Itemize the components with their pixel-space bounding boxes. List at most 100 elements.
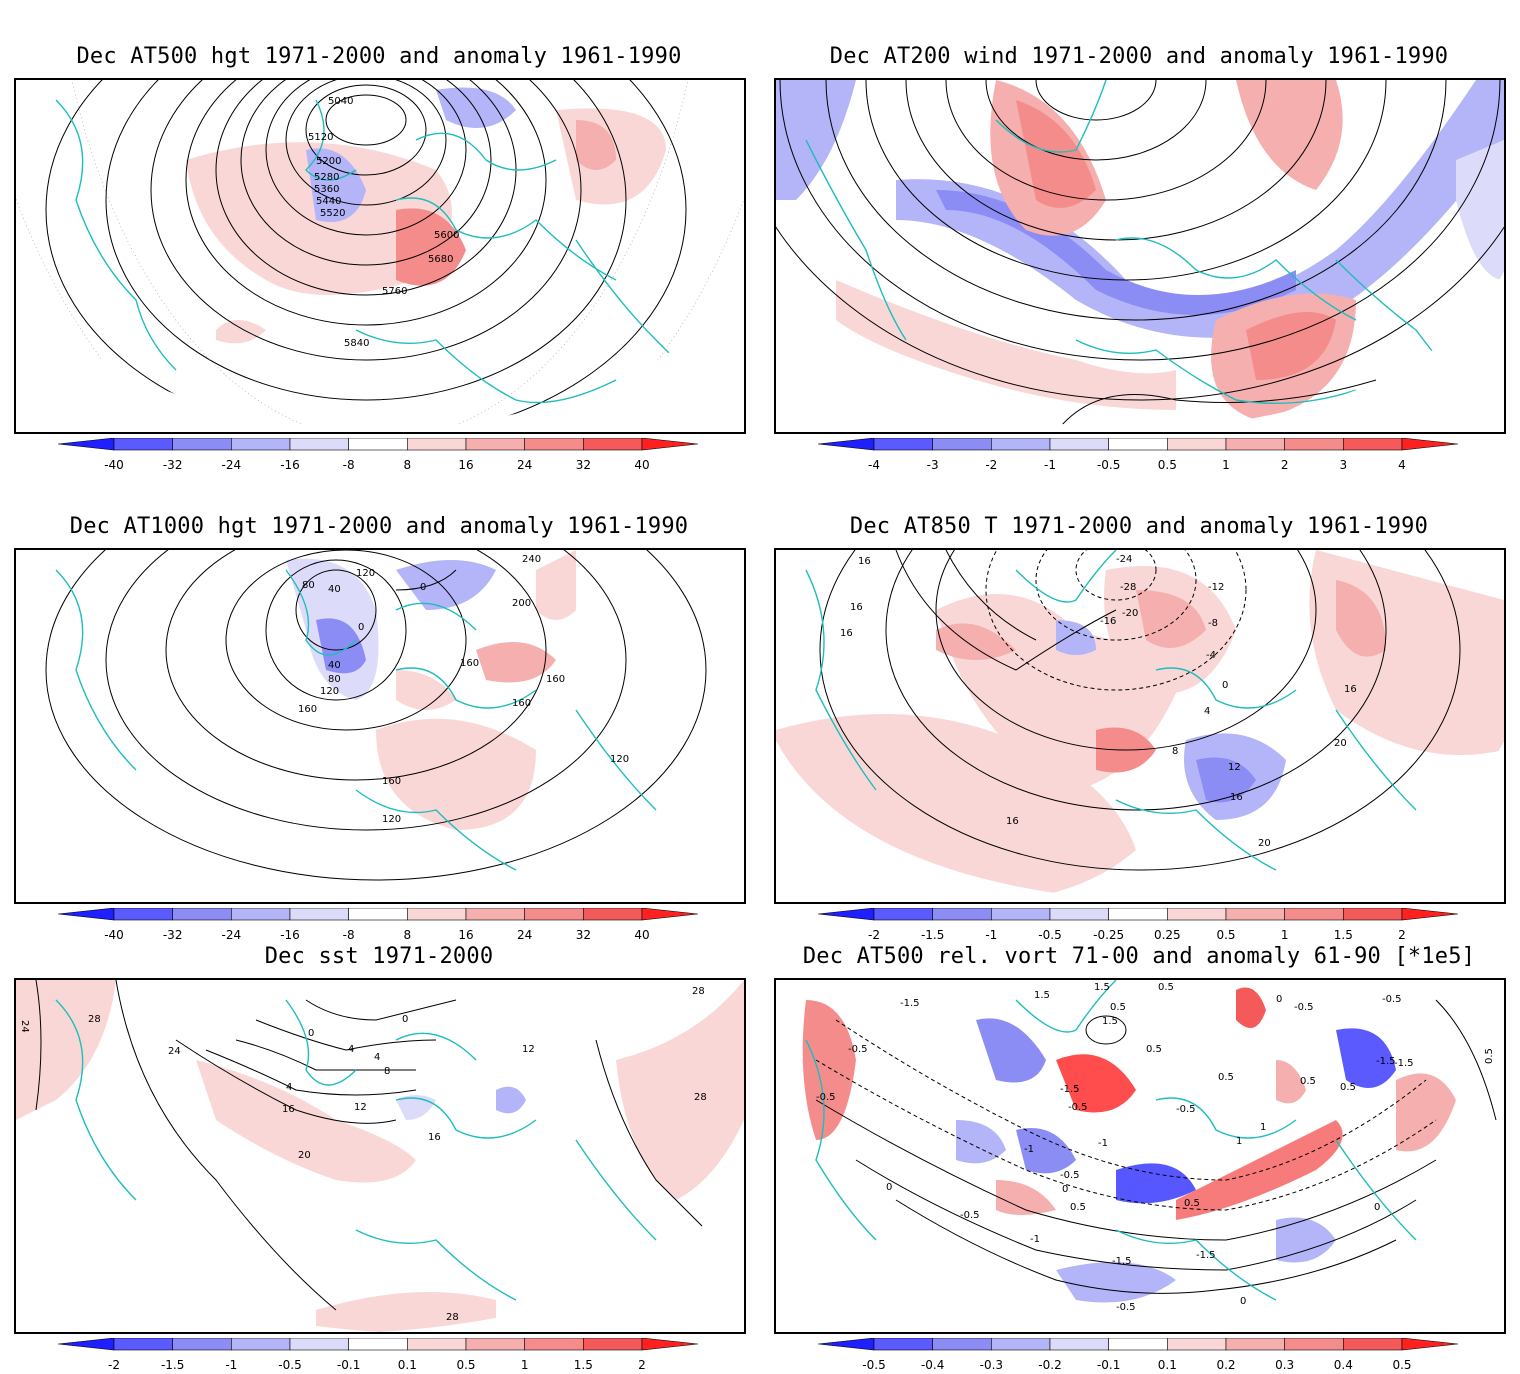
colorbar-segment [1401,437,1459,451]
contour-label: 80 [302,580,315,591]
panel-title: Dec AT850 T 1971-2000 and anomaly 1961-1… [849,514,1429,539]
contour-label: 80 [328,674,341,685]
contour-label: 0 [308,1028,314,1039]
contour-label: 0 [420,582,426,593]
colorbar-segment [172,907,232,921]
contour-label: 5120 [308,132,333,143]
panel-title: Dec AT200 wind 1971-2000 and anomaly 196… [829,44,1449,69]
contour-label: 24 [19,1020,30,1033]
contour-label: 5040 [328,96,353,107]
colorbar-tick-label: 16 [458,928,474,942]
colorbar-tick-label: -0.5 [862,1358,886,1372]
contour-label: 1.5 [1094,982,1110,993]
contour-label: -1.5 [1112,1256,1132,1267]
colorbar-segment [1343,907,1403,921]
contour-label: 0 [1240,1296,1246,1307]
contour-label: -0.5 [848,1044,868,1055]
colorbar-tick-label: -16 [280,458,300,472]
contour-label: 120 [382,814,401,825]
contour-label: 12 [1228,762,1241,773]
colorbar-tick-label: -0.5 [1038,928,1062,942]
colorbar: -2 -1.5 -1 -0.5 -0.1 0.1 0.5 1 1.5 2 [57,1337,699,1374]
colorbar-segment [524,907,584,921]
contour-label: 0 [1222,680,1228,691]
contour-label: 160 [546,674,565,685]
colorbar: -2 -1.5 -1 -0.5 -0.25 0.25 0.5 1 1.5 2 [817,907,1459,944]
colorbar-segment [57,907,115,921]
contour-label: 28 [446,1312,459,1323]
contour-label: 20 [298,1150,311,1161]
colorbar-segment [289,907,349,921]
map-plot: 5040 5120 5200 5280 5360 5440 5520 5600 … [16,80,744,432]
colorbar-tick-label: 1 [1222,458,1230,472]
colorbar-segment [1284,907,1344,921]
colorbar-segment [932,907,992,921]
contour-label: 240 [522,554,541,565]
map-frame: 240 200 80 40 120 0 0 40 80 120 160 160 … [14,548,746,904]
colorbar-tick-label: -0.2 [1038,1358,1062,1372]
contour-label: 1 [1260,1122,1266,1133]
colorbar-tick-label: -24 [221,458,242,472]
colorbar-tick-label: -1 [225,1358,238,1372]
colorbar-tick-label: 0.5 [456,1358,476,1372]
colorbar-tick-label: 40 [634,458,650,472]
contour-label: 4 [348,1044,354,1055]
colorbar-tick-label: 2 [638,1358,646,1372]
contour-label: 120 [610,754,629,765]
contour-label: 40 [328,660,341,671]
contour-label: 28 [692,986,705,997]
contour-label: 5360 [314,184,339,195]
contour-label: 200 [512,598,531,609]
colorbar-tick-label: 24 [517,458,533,472]
colorbar-segment [583,907,643,921]
colorbar-segment [932,1337,992,1351]
colorbar-segment [1049,907,1109,921]
contour-label: 16 [282,1104,295,1115]
colorbar-tick-label: 1.5 [1333,928,1353,942]
colorbar-tick-label: -0.1 [1096,1358,1121,1372]
colorbar-segment [231,907,291,921]
contour-label: 160 [382,776,401,787]
contour-label: -1.5 [1196,1250,1216,1261]
colorbar: -0.5 -0.4 -0.3 -0.2 -0.1 0.1 0.2 0.3 0.4 0.5 [817,1337,1459,1374]
colorbar-tick-label: -16 [280,928,300,942]
contour-label: 0.5 [1110,1002,1126,1013]
map-frame [774,78,1506,434]
colorbar-segment [289,437,349,451]
contour-label: 1 [1236,1136,1242,1147]
contour-label: 4 [374,1052,380,1063]
colorbar-tick-label: -32 [162,458,183,472]
colorbar-tick-label: -8 [342,928,355,942]
colorbar-tick-label: -40 [104,458,124,472]
panel-title: Dec AT500 hgt 1971-2000 and anomaly 1961… [76,44,682,69]
contour-label: 5840 [344,338,369,349]
contour-label: -12 [1208,582,1224,593]
contour-label: -20 [1122,608,1138,619]
contour-label: 12 [354,1102,367,1113]
panel-title: Dec AT1000 hgt 1971-2000 and anomaly 196… [69,514,689,539]
colorbar-tick-label: -4 [868,458,880,472]
contour-label: 20 [1258,838,1271,849]
colorbar-segment [113,437,173,451]
colorbar-tick-label: -1.5 [920,928,945,942]
colorbar-tick-label: -0.25 [1093,928,1125,942]
colorbar-segment [524,437,584,451]
contour-label: 0 [886,1182,892,1193]
contour-label: -0.5 [816,1092,836,1103]
contour-label: 0.5 [1070,1202,1086,1213]
colorbar-segment [348,907,408,921]
colorbar-segment [407,437,467,451]
colorbar-segment [172,1337,232,1351]
contour-label: 0 [358,622,364,633]
colorbar-tick-label: -24 [221,928,242,942]
colorbar-segment [1225,907,1285,921]
colorbar-tick-label: -2 [108,1358,120,1372]
colorbar-segment [465,1337,525,1351]
colorbar-segment [991,1337,1051,1351]
contour-label: 12 [522,1044,535,1055]
colorbar-segment [991,437,1051,451]
panel-title: Dec AT500 rel. vort 71-00 and anomaly 61… [802,944,1476,969]
colorbar-bar [57,437,699,451]
colorbar-tick-label: 0.25 [1153,928,1181,942]
map-frame: 16 16 16 -24 -28 -12 -20 -16 -8 -4 0 4 8… [774,548,1506,904]
